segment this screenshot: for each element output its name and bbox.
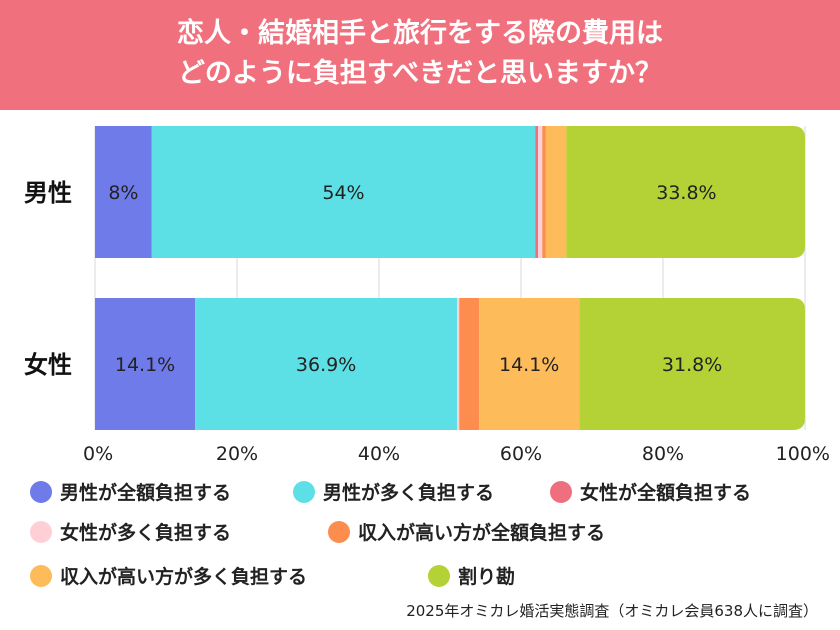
bar-segment xyxy=(479,298,580,430)
bar-segment xyxy=(95,298,196,430)
tick-label: 80% xyxy=(642,443,684,465)
tick-label: 60% xyxy=(500,443,542,465)
legend-item: 女性が多く負担する xyxy=(30,518,231,545)
legend-item: 収入が高い方が多く負担する xyxy=(30,562,307,589)
legend-label: 女性が多く負担する xyxy=(60,522,232,544)
legend-label: 女性が全額負担する xyxy=(580,482,752,504)
bar-segment xyxy=(459,298,480,430)
data-label: 33.8% xyxy=(656,182,716,204)
bar-segment xyxy=(579,298,805,430)
bar-segment xyxy=(195,298,458,430)
stacked-bar-chart: 8% 54% 33.8% 男性 14.1% 36.9% 14.1% 31.8% 女性 0% 20% 4… xyxy=(24,126,830,465)
tick-label: 100% xyxy=(776,443,830,465)
data-label: 54% xyxy=(322,182,364,204)
legend-item: 割り勘 xyxy=(428,562,515,589)
title-line-1: 恋人・結婚相手と旅行をする際の費用は xyxy=(177,18,663,49)
bar-row xyxy=(95,126,805,258)
data-label: 31.8% xyxy=(662,354,722,376)
legend-label: 収入が高い方が多く負担する xyxy=(60,566,308,588)
bar-row xyxy=(95,298,805,430)
legend-swatch xyxy=(30,564,52,587)
legend-label: 男性が全額負担する xyxy=(60,482,232,504)
legend-item: 女性が全額負担する xyxy=(550,478,751,505)
legend-swatch xyxy=(30,480,52,503)
data-label: 14.1% xyxy=(499,354,559,376)
legend-item: 収入が高い方が全額負担する xyxy=(328,518,605,545)
category-label: 男性 xyxy=(24,179,72,207)
data-label: 14.1% xyxy=(115,354,175,376)
legend-item: 男性が全額負担する xyxy=(30,478,231,505)
legend-label: 収入が高い方が全額負担する xyxy=(358,522,606,544)
data-label: 36.9% xyxy=(296,354,356,376)
category-label: 女性 xyxy=(24,351,72,379)
tick-label: 40% xyxy=(358,443,400,465)
legend-swatch xyxy=(328,520,350,543)
bar-segment xyxy=(535,126,539,258)
bar-segment xyxy=(566,126,805,258)
data-label: 8% xyxy=(108,182,138,204)
legend-swatch xyxy=(550,480,572,503)
bar-segment xyxy=(538,126,543,258)
bar-segment xyxy=(545,126,567,258)
bar-segment xyxy=(457,298,460,430)
source-note: 2025年オミカレ婚活実態調査（オミカレ会員638人に調査） xyxy=(406,602,818,620)
legend-swatch xyxy=(428,564,450,587)
legend-item: 男性が多く負担する xyxy=(293,478,494,505)
legend-swatch xyxy=(293,480,315,503)
legend-label: 男性が多く負担する xyxy=(323,482,495,504)
bar-segment xyxy=(95,126,152,258)
bar-segment xyxy=(542,126,546,258)
chart-title: 恋人・結婚相手と旅行をする際の費用は どのように負担すべきだと思いますか？ xyxy=(0,0,840,110)
tick-label: 20% xyxy=(216,443,258,465)
title-line-2: どのように負担すべきだと思いますか？ xyxy=(177,58,663,89)
legend-swatch xyxy=(30,520,52,543)
legend-label: 割り勘 xyxy=(458,566,516,588)
bar-segment xyxy=(151,126,536,258)
legend: 男性が全額負担する 男性が多く負担する 女性が全額負担する 女性が多く負担する 収入が高… xyxy=(0,470,840,600)
tick-label: 0% xyxy=(83,443,113,465)
